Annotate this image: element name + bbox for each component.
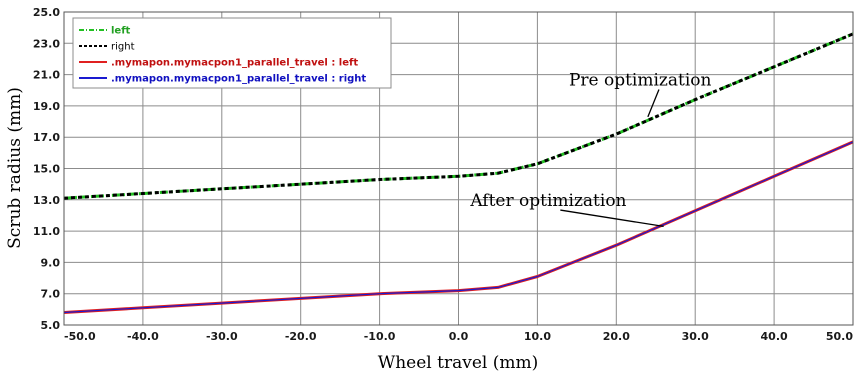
x-tick-label: -20.0 [285,330,317,343]
annotation-arrow-0 [647,89,660,118]
x-tick-label: 10.0 [524,330,551,343]
y-tick-label: 13.0 [33,194,60,207]
legend-label-1: right [111,42,135,53]
y-tick-labels: 5.0 7.0 9.0 11.0 13.0 15.0 17.0 19.0 21.0 23.0 25.… [33,6,60,332]
series-layer [63,32,854,314]
annotation-label-1: After optimization [469,191,626,211]
plot-frame [63,11,854,326]
y-tick-label: 7.0 [41,288,61,301]
y-axis-label: Scrub radius (mm) [5,87,25,249]
y-tick-label: 25.0 [33,6,60,19]
legend-label-2: .mymapon.mymacpon1_parallel_travel : lef… [111,58,358,69]
y-tick-label: 15.0 [33,163,60,176]
legend-label-3: .mymapon.mymacpon1_parallel_travel : rig… [111,74,366,85]
series-line-3 [63,141,854,314]
x-tick-label: 50.0 [826,330,853,343]
x-tick-label: 30.0 [682,330,709,343]
x-tick-label: -30.0 [206,330,238,343]
legend-box [72,17,392,89]
y-tick-label: 17.0 [33,131,60,144]
legend-label-0: left [111,26,131,37]
y-tick-label: 5.0 [41,319,61,332]
x-tick-label: -40.0 [127,330,159,343]
annotations: Pre optimization After optimization [469,71,712,228]
annotation-label-0: Pre optimization [569,71,712,91]
x-tick-label: -10.0 [364,330,396,343]
x-tick-label: 40.0 [761,330,788,343]
x-axis-label: Wheel travel (mm) [378,353,539,373]
x-tick-label: 0.0 [449,330,469,343]
legend: left right .mymapon.mymacpon1_parallel_tra… [72,17,392,89]
y-tick-label: 11.0 [33,225,60,238]
y-tick-label: 23.0 [33,37,60,50]
x-tick-label: 20.0 [603,330,630,343]
annotation-arrow-1 [560,209,664,228]
series-line-1 [63,32,854,200]
y-tick-label: 9.0 [41,256,61,269]
x-tick-labels: -50.0 -40.0 -30.0 -20.0 -10.0 0.0 10.0 20.0 30.0… [64,330,853,343]
x-tick-label: -50.0 [64,330,96,343]
y-tick-label: 21.0 [33,69,60,82]
y-tick-label: 19.0 [33,100,60,113]
